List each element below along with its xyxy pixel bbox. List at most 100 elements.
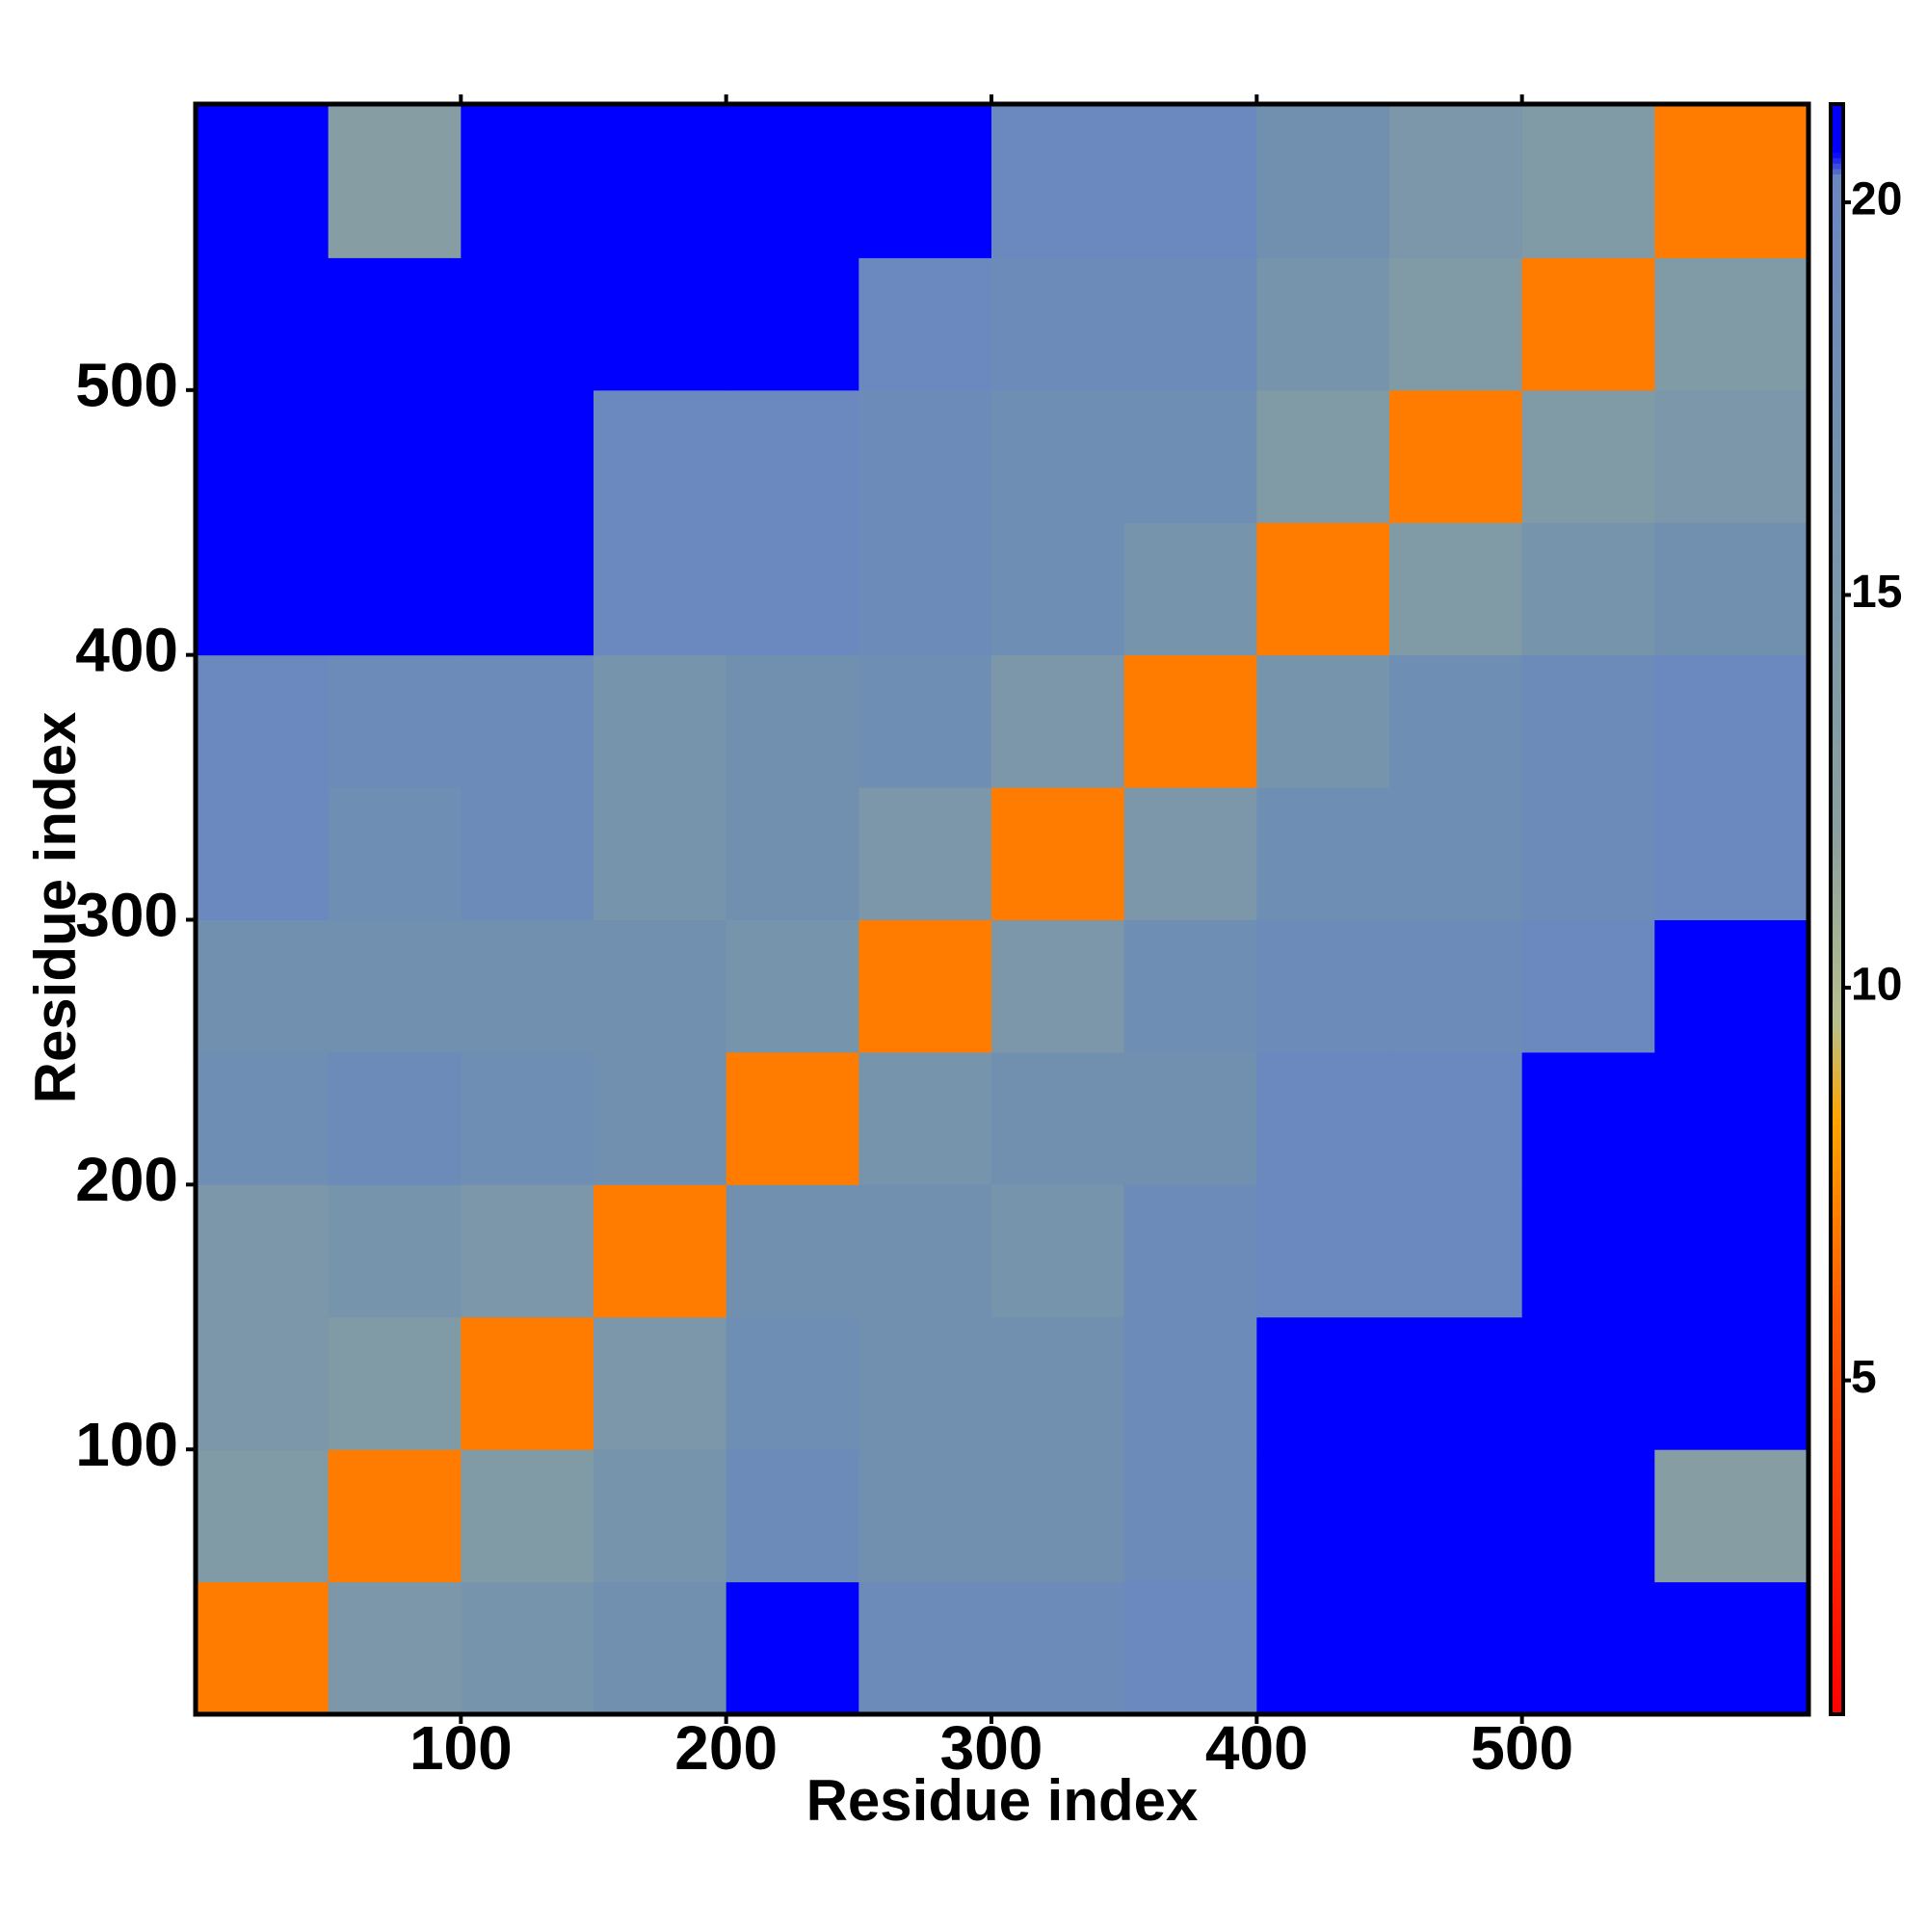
colorbar-step: [1831, 796, 1843, 803]
heatmap-cell: [461, 919, 594, 1053]
heatmap-cell: [858, 389, 992, 523]
colorbar-step: [1831, 715, 1843, 723]
colorbar-step: [1831, 1311, 1843, 1318]
x-tick-label: 200: [674, 1713, 778, 1783]
colorbar-step: [1831, 1628, 1843, 1635]
colorbar-step: [1831, 243, 1843, 250]
heatmap-cell: [1521, 1581, 1655, 1715]
colorbar-step: [1831, 420, 1843, 427]
colorbar-tick-label: 15: [1851, 567, 1902, 618]
colorbar-step: [1831, 1418, 1843, 1425]
colorbar-step: [1831, 1537, 1843, 1544]
colorbar-step: [1831, 276, 1843, 282]
heatmap-cell: [196, 654, 330, 788]
colorbar-step: [1831, 903, 1843, 911]
heatmap-cell: [990, 654, 1125, 788]
heatmap-cell: [726, 104, 859, 258]
colorbar-step: [1831, 1182, 1843, 1189]
heatmap-cell: [990, 1051, 1125, 1185]
colorbar-step: [1831, 898, 1843, 905]
colorbar-step: [1831, 173, 1843, 180]
colorbar-step: [1831, 533, 1843, 540]
heatmap-cell: [726, 919, 859, 1053]
colorbar-step: [1831, 1665, 1843, 1673]
heatmap-cell: [726, 654, 859, 788]
colorbar-step: [1831, 839, 1843, 846]
heatmap-cell: [1123, 654, 1257, 788]
colorbar-step: [1831, 1220, 1843, 1227]
heatmap-cell: [328, 1316, 462, 1450]
colorbar-step: [1831, 802, 1843, 808]
colorbar-step: [1831, 1671, 1843, 1678]
colorbar-step: [1831, 136, 1843, 143]
colorbar-step: [1831, 882, 1843, 888]
colorbar-step: [1831, 125, 1843, 132]
colorbar-step: [1831, 710, 1843, 717]
heatmap-cell: [990, 257, 1125, 391]
colorbar-step: [1831, 366, 1843, 374]
colorbar-step: [1831, 1011, 1843, 1018]
heatmap-cell: [1256, 257, 1390, 391]
heatmap-cell: [1123, 257, 1257, 391]
colorbar-step: [1831, 662, 1843, 669]
colorbar-step: [1831, 404, 1843, 411]
colorbar-step: [1831, 388, 1843, 395]
colorbar-step: [1831, 1306, 1843, 1312]
colorbar-step: [1831, 334, 1843, 341]
colorbar-step: [1831, 1161, 1843, 1168]
x-tick-label: 100: [409, 1713, 513, 1783]
heatmap-cell: [1123, 1449, 1257, 1583]
heatmap-cell: [328, 257, 462, 391]
heatmap-cell: [328, 1449, 462, 1583]
colorbar-step: [1831, 393, 1843, 400]
colorbar-step: [1831, 1128, 1843, 1136]
colorbar-step: [1831, 990, 1843, 996]
colorbar-step: [1831, 1209, 1843, 1216]
heatmap-cell: [461, 257, 594, 391]
colorbar-step: [1831, 651, 1843, 658]
colorbar-step: [1831, 516, 1843, 524]
colorbar-step: [1831, 351, 1843, 357]
colorbar-step: [1831, 1048, 1843, 1055]
colorbar-step: [1831, 812, 1843, 819]
colorbar-step: [1831, 447, 1843, 454]
heatmap-cell: [1388, 919, 1523, 1053]
colorbar-step: [1831, 313, 1843, 320]
heatmap-cell: [328, 1051, 462, 1185]
colorbar-step: [1831, 1199, 1843, 1205]
colorbar-step: [1831, 952, 1843, 959]
heatmap-cell: [1654, 654, 1809, 788]
colorbar-step: [1831, 1462, 1843, 1469]
colorbar-step: [1831, 1124, 1843, 1130]
colorbar-step: [1831, 1038, 1843, 1045]
colorbar-step: [1831, 834, 1843, 840]
colorbar-step: [1831, 1322, 1843, 1329]
colorbar-step: [1831, 704, 1843, 712]
heatmap-cell: [990, 1449, 1125, 1583]
colorbar-step: [1831, 1284, 1843, 1291]
colorbar-step: [1831, 291, 1843, 299]
heatmap-cell: [858, 1449, 992, 1583]
heatmap-cell: [1521, 1316, 1655, 1450]
colorbar-step: [1831, 554, 1843, 562]
colorbar-tick-label: 10: [1851, 960, 1902, 1011]
heatmap-cell: [328, 522, 462, 656]
colorbar-step: [1831, 614, 1843, 621]
colorbar-step: [1831, 522, 1843, 529]
colorbar-step: [1831, 1364, 1843, 1372]
colorbar-step: [1831, 490, 1843, 497]
colorbar-step: [1831, 1226, 1843, 1232]
colorbar-step: [1831, 168, 1843, 175]
colorbar-step: [1831, 677, 1843, 685]
colorbar-step: [1831, 1639, 1843, 1646]
colorbar-step: [1831, 1687, 1843, 1694]
heatmap-cell: [593, 919, 727, 1053]
colorbar-step: [1831, 1053, 1843, 1061]
colorbar-step: [1831, 1381, 1843, 1388]
colorbar-step: [1831, 994, 1843, 1001]
colorbar-step: [1831, 1247, 1843, 1254]
colorbar-step: [1831, 468, 1843, 475]
heatmap-cell: [726, 787, 859, 920]
colorbar-step: [1831, 190, 1843, 197]
colorbar-step: [1831, 549, 1843, 556]
